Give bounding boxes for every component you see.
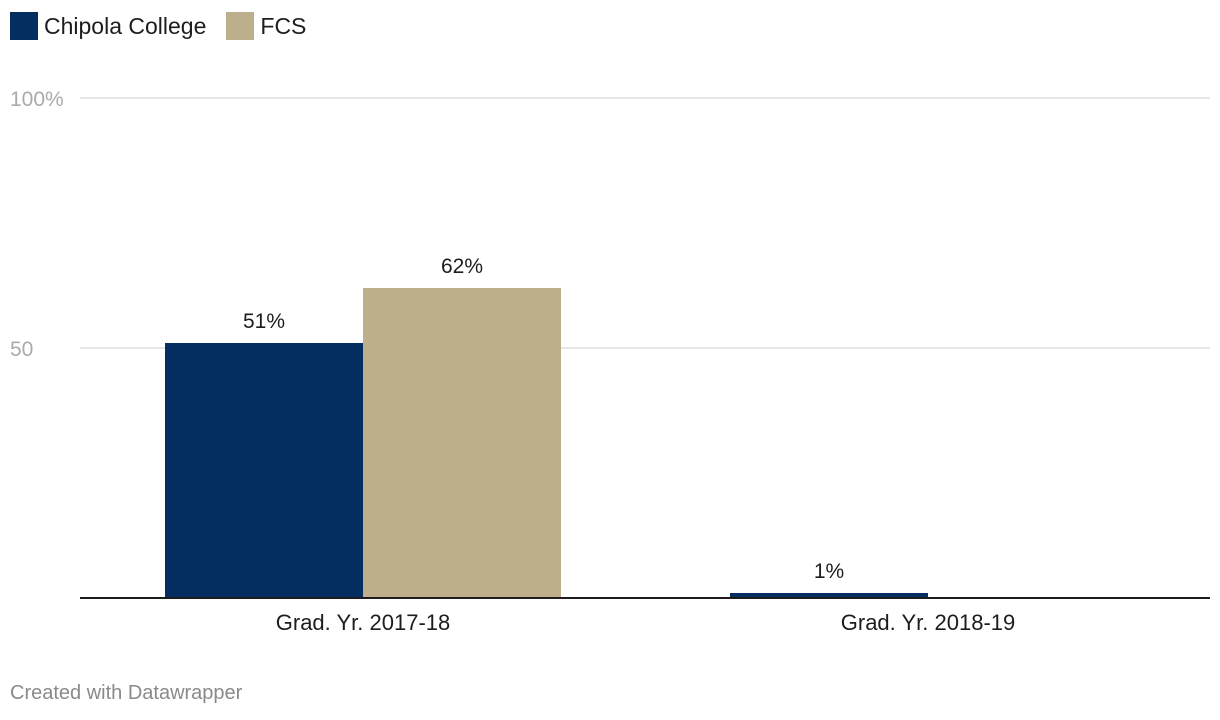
bar-chipola-2 — [730, 593, 928, 598]
bar-fcs-1 — [363, 288, 561, 598]
legend: Chipola College FCS — [10, 12, 306, 40]
y-tick-label-50: 50 — [10, 338, 33, 361]
x-category-label-2: Grad. Yr. 2018-19 — [841, 610, 1016, 635]
legend-swatch-fcs — [226, 12, 255, 40]
value-label-chipola-1: 51% — [243, 310, 285, 333]
bar-chipola-1 — [165, 343, 363, 598]
value-label-chipola-2: 1% — [814, 560, 844, 583]
legend-label-fcs: FCS — [260, 12, 307, 39]
legend-item-fcs: FCS — [226, 12, 306, 40]
legend-label-chipola: Chipola College — [44, 12, 207, 39]
y-tick-label-100: 100% — [10, 88, 64, 111]
legend-item-chipola: Chipola College — [10, 12, 206, 40]
legend-swatch-chipola — [10, 12, 38, 40]
x-category-label-1: Grad. Yr. 2017-18 — [276, 610, 451, 635]
value-label-fcs-1: 62% — [441, 255, 483, 278]
credit-text: Created with Datawrapper — [10, 682, 243, 704]
